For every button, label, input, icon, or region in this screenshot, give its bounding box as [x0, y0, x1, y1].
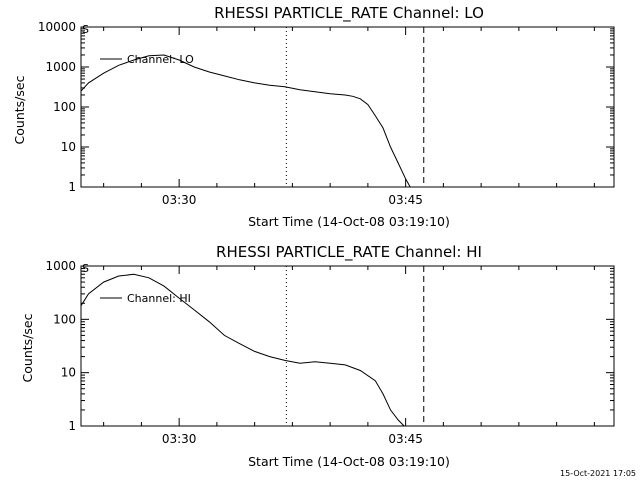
y-tick-label: 1000 — [45, 60, 76, 74]
timestamp: 15-Oct-2021 17:05 — [560, 469, 636, 478]
y-tick-label: 1 — [68, 180, 76, 194]
panel-lo: RHESSI PARTICLE_RATE Channel: LO Counts/… — [12, 4, 615, 229]
plot-frame — [80, 26, 615, 188]
plot-frame — [80, 265, 615, 427]
chart-title: RHESSI PARTICLE_RATE Channel: LO — [214, 4, 484, 23]
panel-hi: RHESSI PARTICLE_RATE Channel: HI Counts/… — [20, 243, 615, 469]
x-tick-label: 03:45 — [388, 432, 423, 446]
y-tick-label: 10 — [61, 140, 76, 154]
series-line — [80, 273, 405, 427]
x-axis-label: Start Time (14-Oct-08 03:19:10) — [248, 454, 450, 469]
x-tick-label: 03:30 — [162, 193, 197, 207]
x-axis-label: Start Time (14-Oct-08 03:19:10) — [248, 214, 450, 229]
y-tick-label: 100 — [53, 312, 76, 326]
legend-label: Channel: LO — [127, 53, 194, 66]
chart-title: RHESSI PARTICLE_RATE Channel: HI — [216, 243, 482, 262]
series-line — [80, 54, 411, 188]
y-tick-label: 1000 — [45, 259, 76, 273]
marker-label-s: S — [82, 262, 89, 275]
x-tick-label: 03:45 — [388, 193, 423, 207]
x-tick-label: 03:30 — [162, 432, 197, 446]
marker-label-s: S — [82, 23, 89, 36]
legend-label: Channel: HI — [127, 292, 191, 305]
y-axis-label: Counts/sec — [20, 313, 35, 382]
y-tick-label: 100 — [53, 100, 76, 114]
y-tick-label: 10 — [61, 366, 76, 380]
y-tick-label: 10000 — [38, 20, 76, 34]
y-tick-label: 1 — [68, 419, 76, 433]
y-axis-label: Counts/sec — [12, 75, 27, 144]
